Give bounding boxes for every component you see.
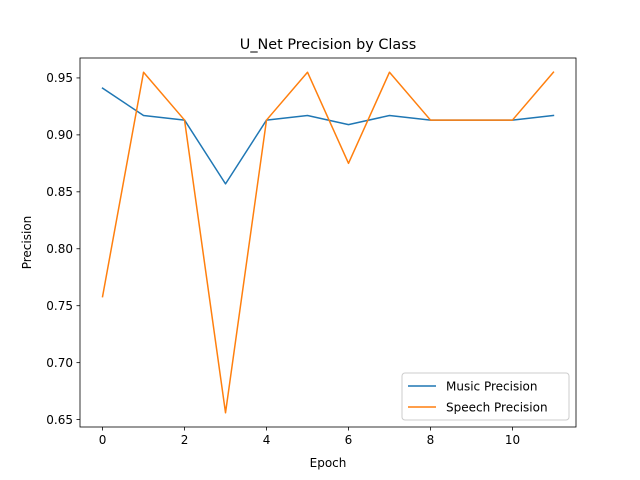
legend-label-speech: Speech Precision <box>446 401 548 415</box>
x-tick-label: 2 <box>181 433 189 447</box>
x-tick-label: 10 <box>505 433 520 447</box>
x-tick-label: 6 <box>345 433 353 447</box>
legend: Music Precision Speech Precision <box>401 372 570 421</box>
y-axis-ticks: 0.65 0.70 0.75 0.80 0.85 0.90 0.95 <box>46 71 80 427</box>
y-tick-label: 0.80 <box>46 242 73 256</box>
x-tick-label: 0 <box>99 433 107 447</box>
series-layer <box>101 71 555 414</box>
x-tick-label: 8 <box>427 433 435 447</box>
y-tick-label: 0.65 <box>46 413 73 427</box>
y-axis-label: Precision <box>20 216 34 270</box>
x-tick-label: 4 <box>263 433 271 447</box>
plot-frame <box>79 57 577 428</box>
y-tick-label: 0.75 <box>46 299 73 313</box>
y-tick-label: 0.70 <box>46 356 73 370</box>
legend-box <box>401 372 570 421</box>
y-tick-label: 0.90 <box>46 128 73 142</box>
y-tick-label: 0.95 <box>46 71 73 85</box>
legend-label-music: Music Precision <box>446 380 538 394</box>
chart-title: U_Net Precision by Class <box>240 37 416 53</box>
series-line-speech <box>101 71 555 414</box>
plot-area <box>80 58 576 427</box>
x-axis-label: Epoch <box>310 456 347 470</box>
y-tick-label: 0.85 <box>46 185 73 199</box>
x-axis-ticks: 0 2 4 6 8 10 <box>99 427 520 447</box>
